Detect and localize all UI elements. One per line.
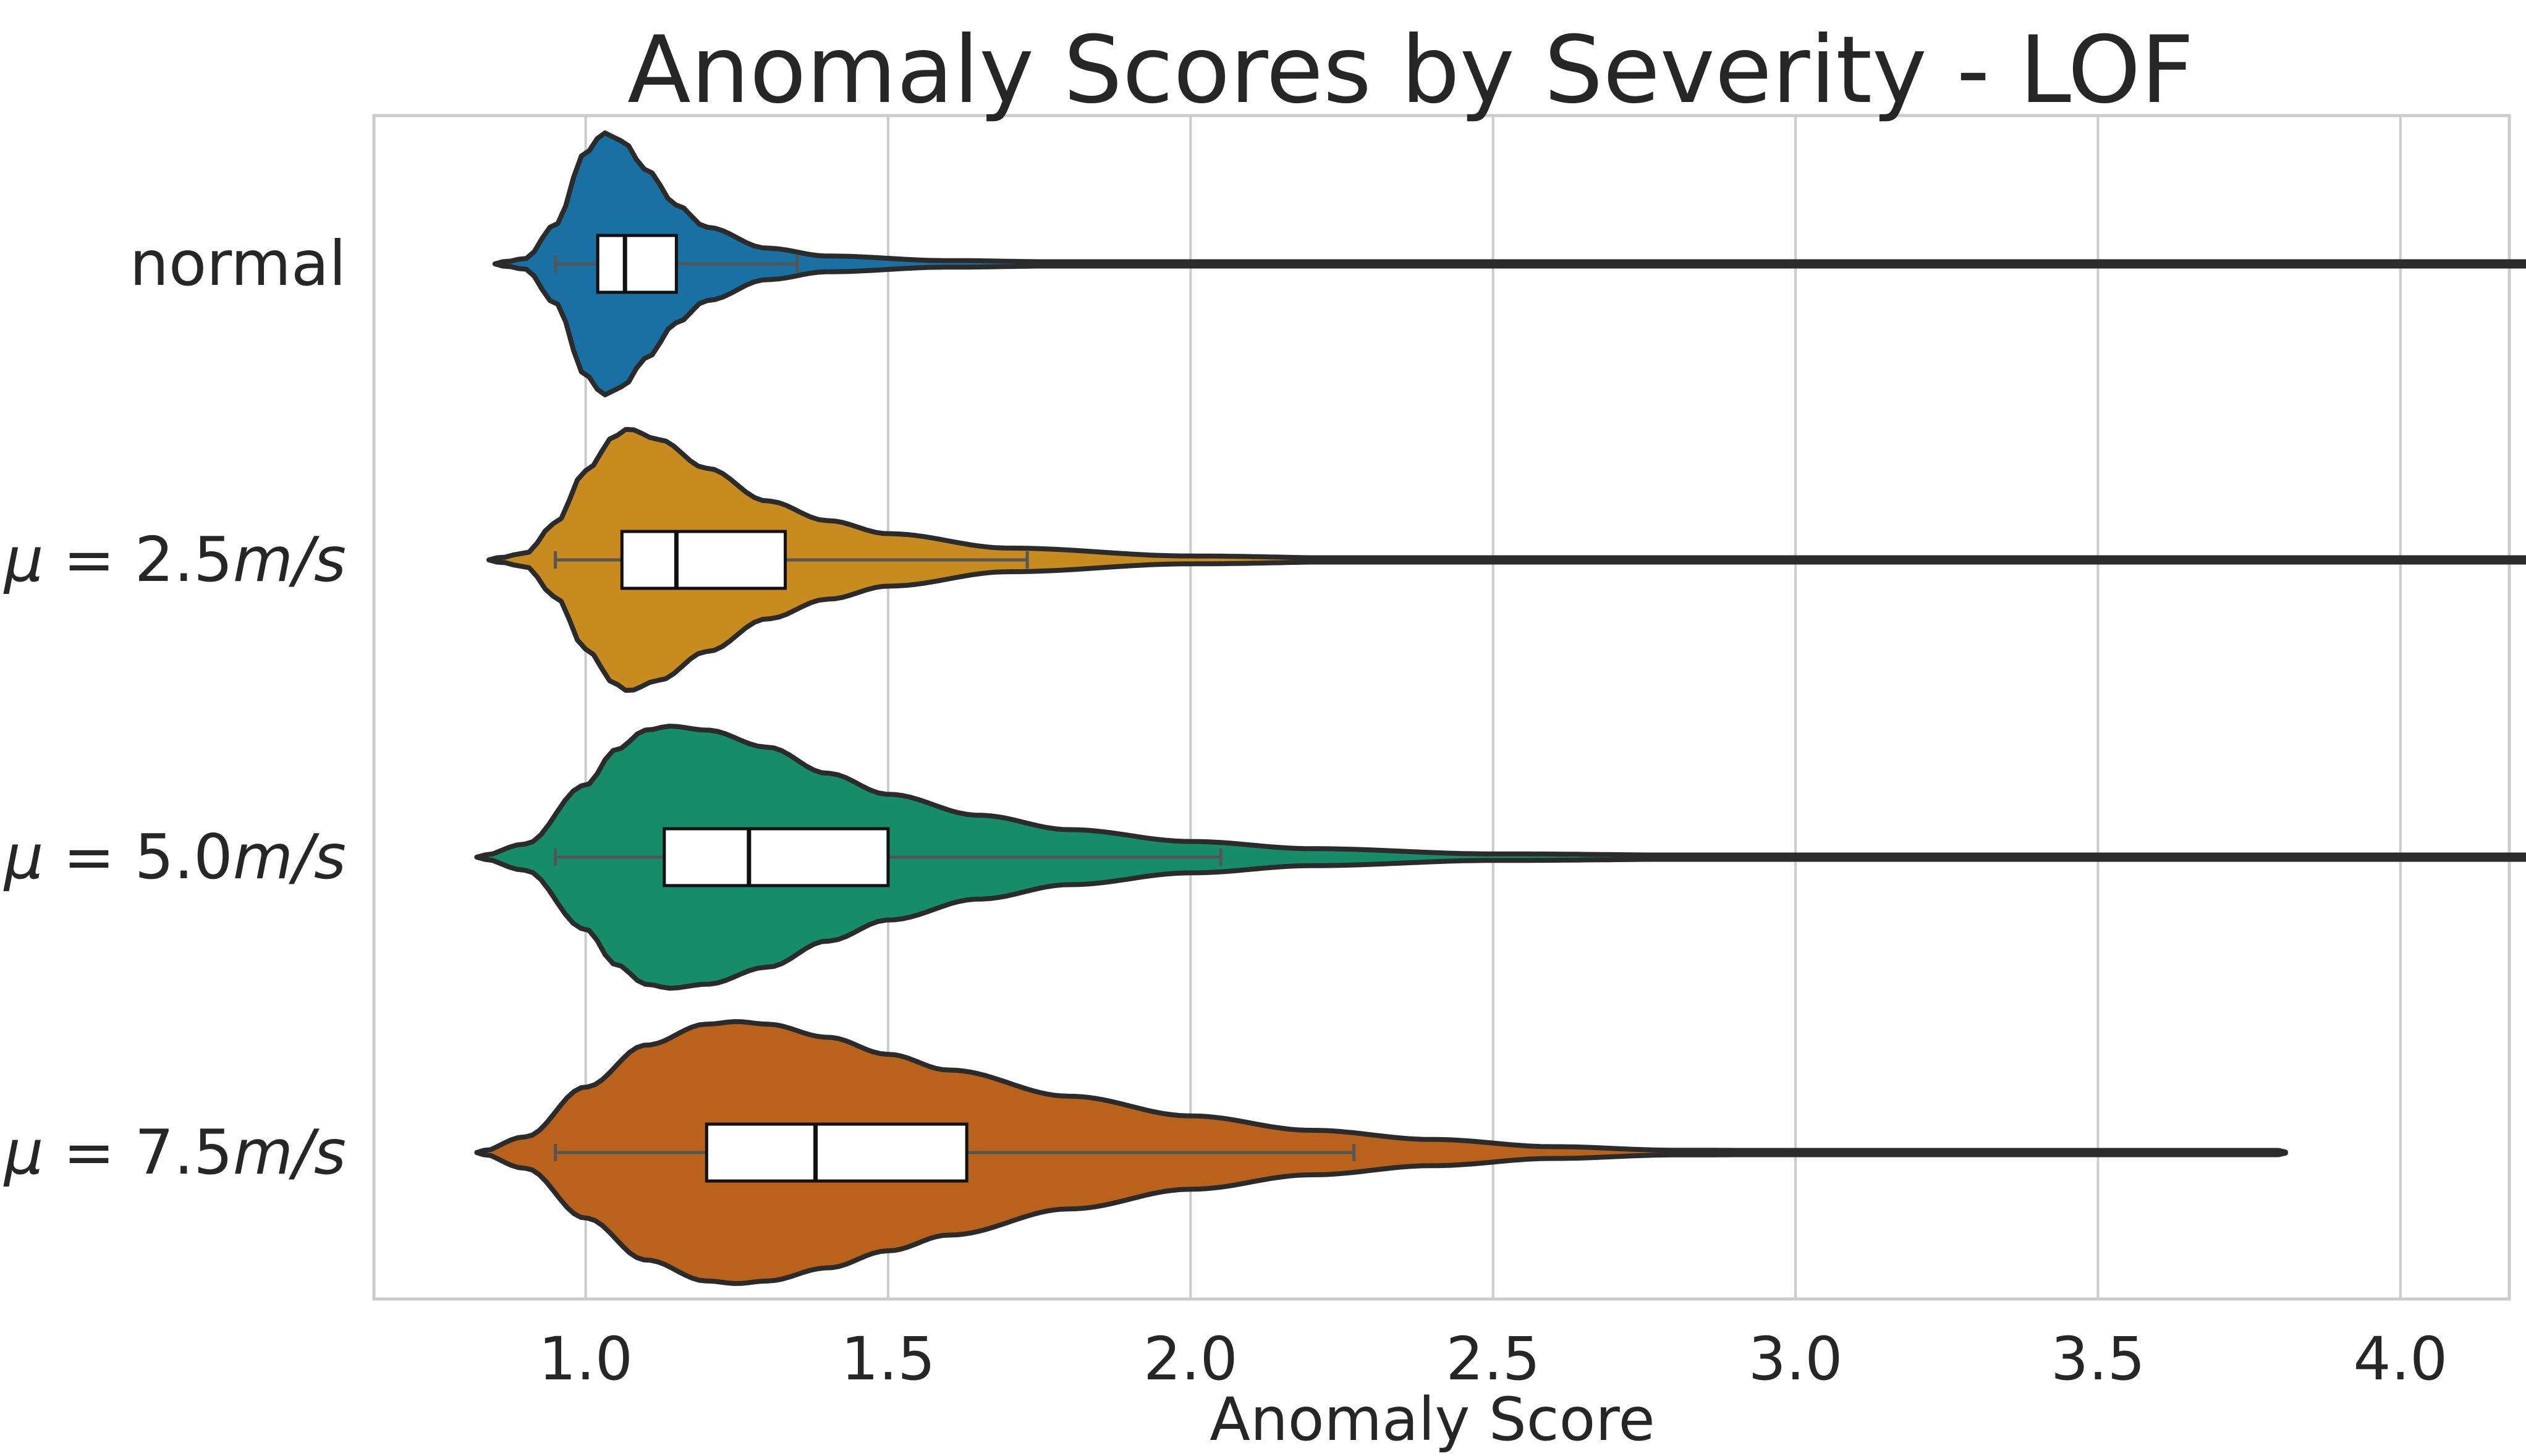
x-tick-label: 4.0 <box>2353 1324 2448 1394</box>
iqr-box <box>663 827 890 887</box>
x-tick-layer: 1.0 1.5 2.0 2.5 3.0 3.5 4.0 <box>538 1324 2448 1394</box>
unit-label: m/s <box>233 1116 346 1188</box>
x-tick-label: 2.5 <box>1446 1324 1540 1394</box>
x-axis-label: Anomaly Score <box>1210 1385 1655 1454</box>
violin-group <box>474 1019 2288 1286</box>
unit-label: m/s <box>233 523 346 596</box>
category-label: μ = 2.5m/s <box>3 523 346 596</box>
iqr-box <box>620 530 787 590</box>
mu-value: = 7.5 <box>43 1116 232 1188</box>
violin-group <box>486 426 2526 693</box>
chart-title: Anomaly Scores by Severity - LOF <box>627 17 2194 124</box>
x-tick-label: 3.5 <box>2051 1324 2145 1394</box>
x-tick-label: 3.0 <box>1748 1324 1843 1394</box>
mu-value: = 2.5 <box>43 523 232 596</box>
violin-body <box>486 426 2526 693</box>
grid-layer <box>584 116 2402 1299</box>
x-tick-label: 2.0 <box>1143 1324 1238 1394</box>
violin-layer <box>474 130 2526 1286</box>
mu-symbol: μ <box>3 821 44 893</box>
violin-group <box>474 724 2526 991</box>
mu-symbol: μ <box>3 523 44 596</box>
category-label: normal <box>130 227 346 300</box>
mu-value: = 5.0 <box>43 821 232 893</box>
violin-group <box>492 130 2526 397</box>
category-label: μ = 7.5m/s <box>3 1116 346 1188</box>
plot-frame <box>372 114 2511 1301</box>
violin-body <box>474 1019 2288 1286</box>
violin-body <box>492 130 2526 397</box>
category-label: μ = 5.0m/s <box>3 821 346 893</box>
unit-label: m/s <box>233 821 346 893</box>
mu-symbol: μ <box>3 1116 44 1188</box>
iqr-box <box>596 234 678 294</box>
x-tick-label: 1.0 <box>538 1324 633 1394</box>
iqr-box <box>705 1122 968 1183</box>
x-tick-label: 1.5 <box>841 1324 936 1394</box>
violin-body <box>474 724 2526 991</box>
